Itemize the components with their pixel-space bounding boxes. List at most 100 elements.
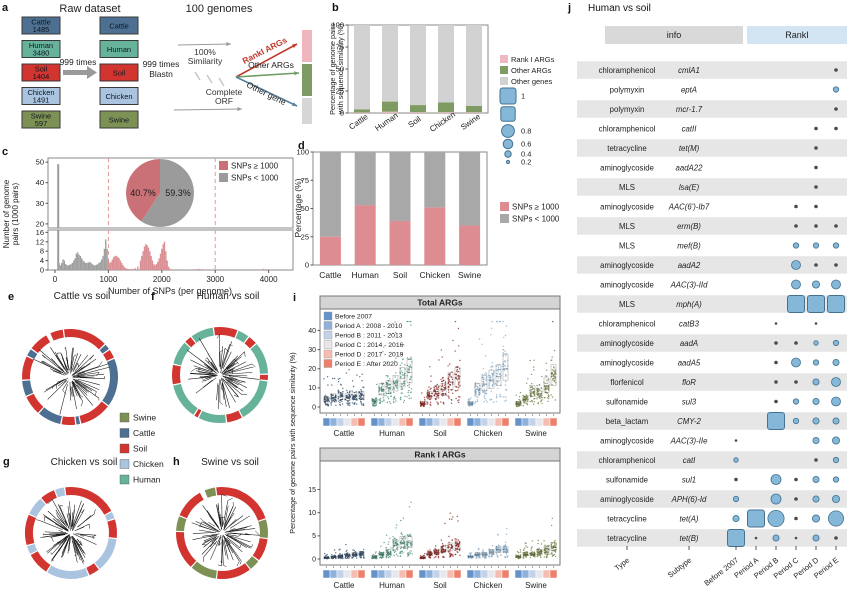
legend-swatch [500, 202, 509, 211]
abundance-square [827, 295, 845, 313]
bar-segment-snps-≥-1000 [354, 205, 376, 265]
legend-swatch [323, 311, 333, 321]
box-outline [358, 390, 365, 400]
d-legend-item: SNPs < 1000 [500, 214, 560, 224]
bar-segment-snps-<-1000 [354, 152, 376, 206]
j-row-APH6Id: aminoglycoside APH(6)-Id [577, 490, 847, 508]
box [21, 16, 61, 35]
x-category-label: Soil [407, 114, 423, 129]
arg-type: tetracycline [607, 514, 646, 523]
legend-swatch [119, 459, 130, 469]
legend-swatch [500, 77, 508, 85]
beeswarm-points-swine [515, 320, 557, 408]
ring-segment [225, 410, 242, 423]
abundance-dot [733, 457, 739, 463]
y-tick-label: 0 [312, 404, 316, 411]
size-legend-item: 1 [499, 87, 525, 105]
ring-segment [176, 531, 197, 567]
arg-type: polymyxin [610, 105, 645, 114]
ring-segment [179, 492, 204, 519]
j-row-catII: chloramphenicol catII [599, 124, 838, 133]
b-legend-item: Other genes [500, 77, 553, 86]
box-outline [406, 359, 413, 384]
tree-panel-e: Cattle vs soil [22, 291, 118, 425]
period-tile [549, 417, 558, 427]
panel-b-stacked-bar: 0 25 50 75 100 Cattle Human Soil Chicken Swine Per… [328, 21, 555, 167]
y-tick-label: 0 [305, 261, 309, 270]
abundance-dot [754, 536, 758, 540]
box-outline [495, 364, 502, 386]
period-legend-item: Period D : 2017 - 2019 [323, 349, 404, 359]
period-tile [501, 417, 510, 427]
arg-gene: aadA22 [676, 163, 704, 172]
j-row-mefB: MLS mef(B) [619, 241, 840, 250]
plot-frame [319, 460, 561, 566]
ring-segment [102, 358, 118, 406]
period-legend-item: Period B : 2011 - 2013 [323, 330, 403, 340]
snp-spike [57, 164, 60, 228]
y-tick-label: 5 [312, 533, 316, 540]
period-tile [487, 417, 496, 427]
abundance-square [767, 412, 785, 430]
legend-swatch [323, 340, 333, 349]
y-tick-label: 15 [308, 487, 316, 494]
group-label: Soil [433, 429, 447, 438]
species-count: 1485 [33, 25, 50, 34]
box-outline [392, 375, 399, 392]
j-row-aadA22: aminoglycoside aadA22 [600, 163, 818, 172]
box-outline [385, 380, 392, 394]
j-row-tetA: tetracycline tet(A) [607, 509, 844, 528]
abundance-dot [794, 224, 798, 228]
arg-type: MLS [619, 300, 635, 309]
period-legend-item: Period A : 2008 - 2010 [323, 321, 402, 330]
species-name: Human [29, 41, 53, 50]
legend-label: Period B : 2011 - 2013 [335, 333, 403, 340]
box [99, 63, 139, 82]
legend-label: SNPs ≥ 1000 [231, 162, 279, 171]
bar-segment-rank-i-args [410, 112, 426, 113]
period-tile [439, 569, 448, 579]
row-stripe [577, 373, 847, 391]
species-name: Human [107, 45, 131, 54]
x-category-label: Human [351, 270, 379, 280]
beeswarm-points-swine [515, 517, 557, 560]
beeswarm-points-chicken [467, 528, 509, 560]
box-outline [399, 367, 406, 388]
species-count: 1404 [33, 72, 50, 81]
period-legend-item: Before 2007 [323, 311, 372, 321]
arg-type: aminoglycoside [600, 202, 654, 211]
legend-swatch [323, 330, 333, 340]
box-outline [536, 388, 543, 398]
panel-label-g: g [3, 456, 10, 468]
abundance-dot [812, 397, 820, 405]
abundance-dot [812, 475, 820, 483]
row-stripe [577, 451, 847, 469]
period-tile [425, 569, 434, 579]
panel-i-beeswarm: Percentage of genome pairs with sequence… [288, 295, 561, 590]
y-tick-label: 75 [336, 43, 344, 52]
box-outline [337, 392, 344, 400]
bar-segment-rank-i-args [438, 112, 454, 113]
panel-label-j: j [568, 2, 572, 14]
abundance-dot [832, 242, 840, 249]
c-ylabel: Number of genome [2, 179, 11, 248]
x-category-label: Swine [458, 270, 481, 280]
box-outline [344, 393, 351, 401]
phylo-tree [191, 494, 260, 568]
c-legend-item: SNPs < 1000 [219, 173, 279, 183]
arg-gene: aadA2 [678, 261, 701, 270]
abundance-dot [827, 510, 844, 527]
j-axis-label: Subtype [666, 555, 693, 579]
lower-ytick: 4 [40, 256, 44, 265]
j-row-AAC3IIe: aminoglycoside AAC(3)-IIe [600, 436, 840, 445]
arg-type: aminoglycoside [600, 495, 654, 504]
bar-segment-other-args [466, 105, 482, 113]
j-row-sul1: sulfonamide sul1 [606, 474, 840, 485]
tree-title: Human vs soil [197, 291, 260, 302]
period-tile [521, 417, 530, 427]
x-category-label: Chicken [428, 110, 457, 134]
